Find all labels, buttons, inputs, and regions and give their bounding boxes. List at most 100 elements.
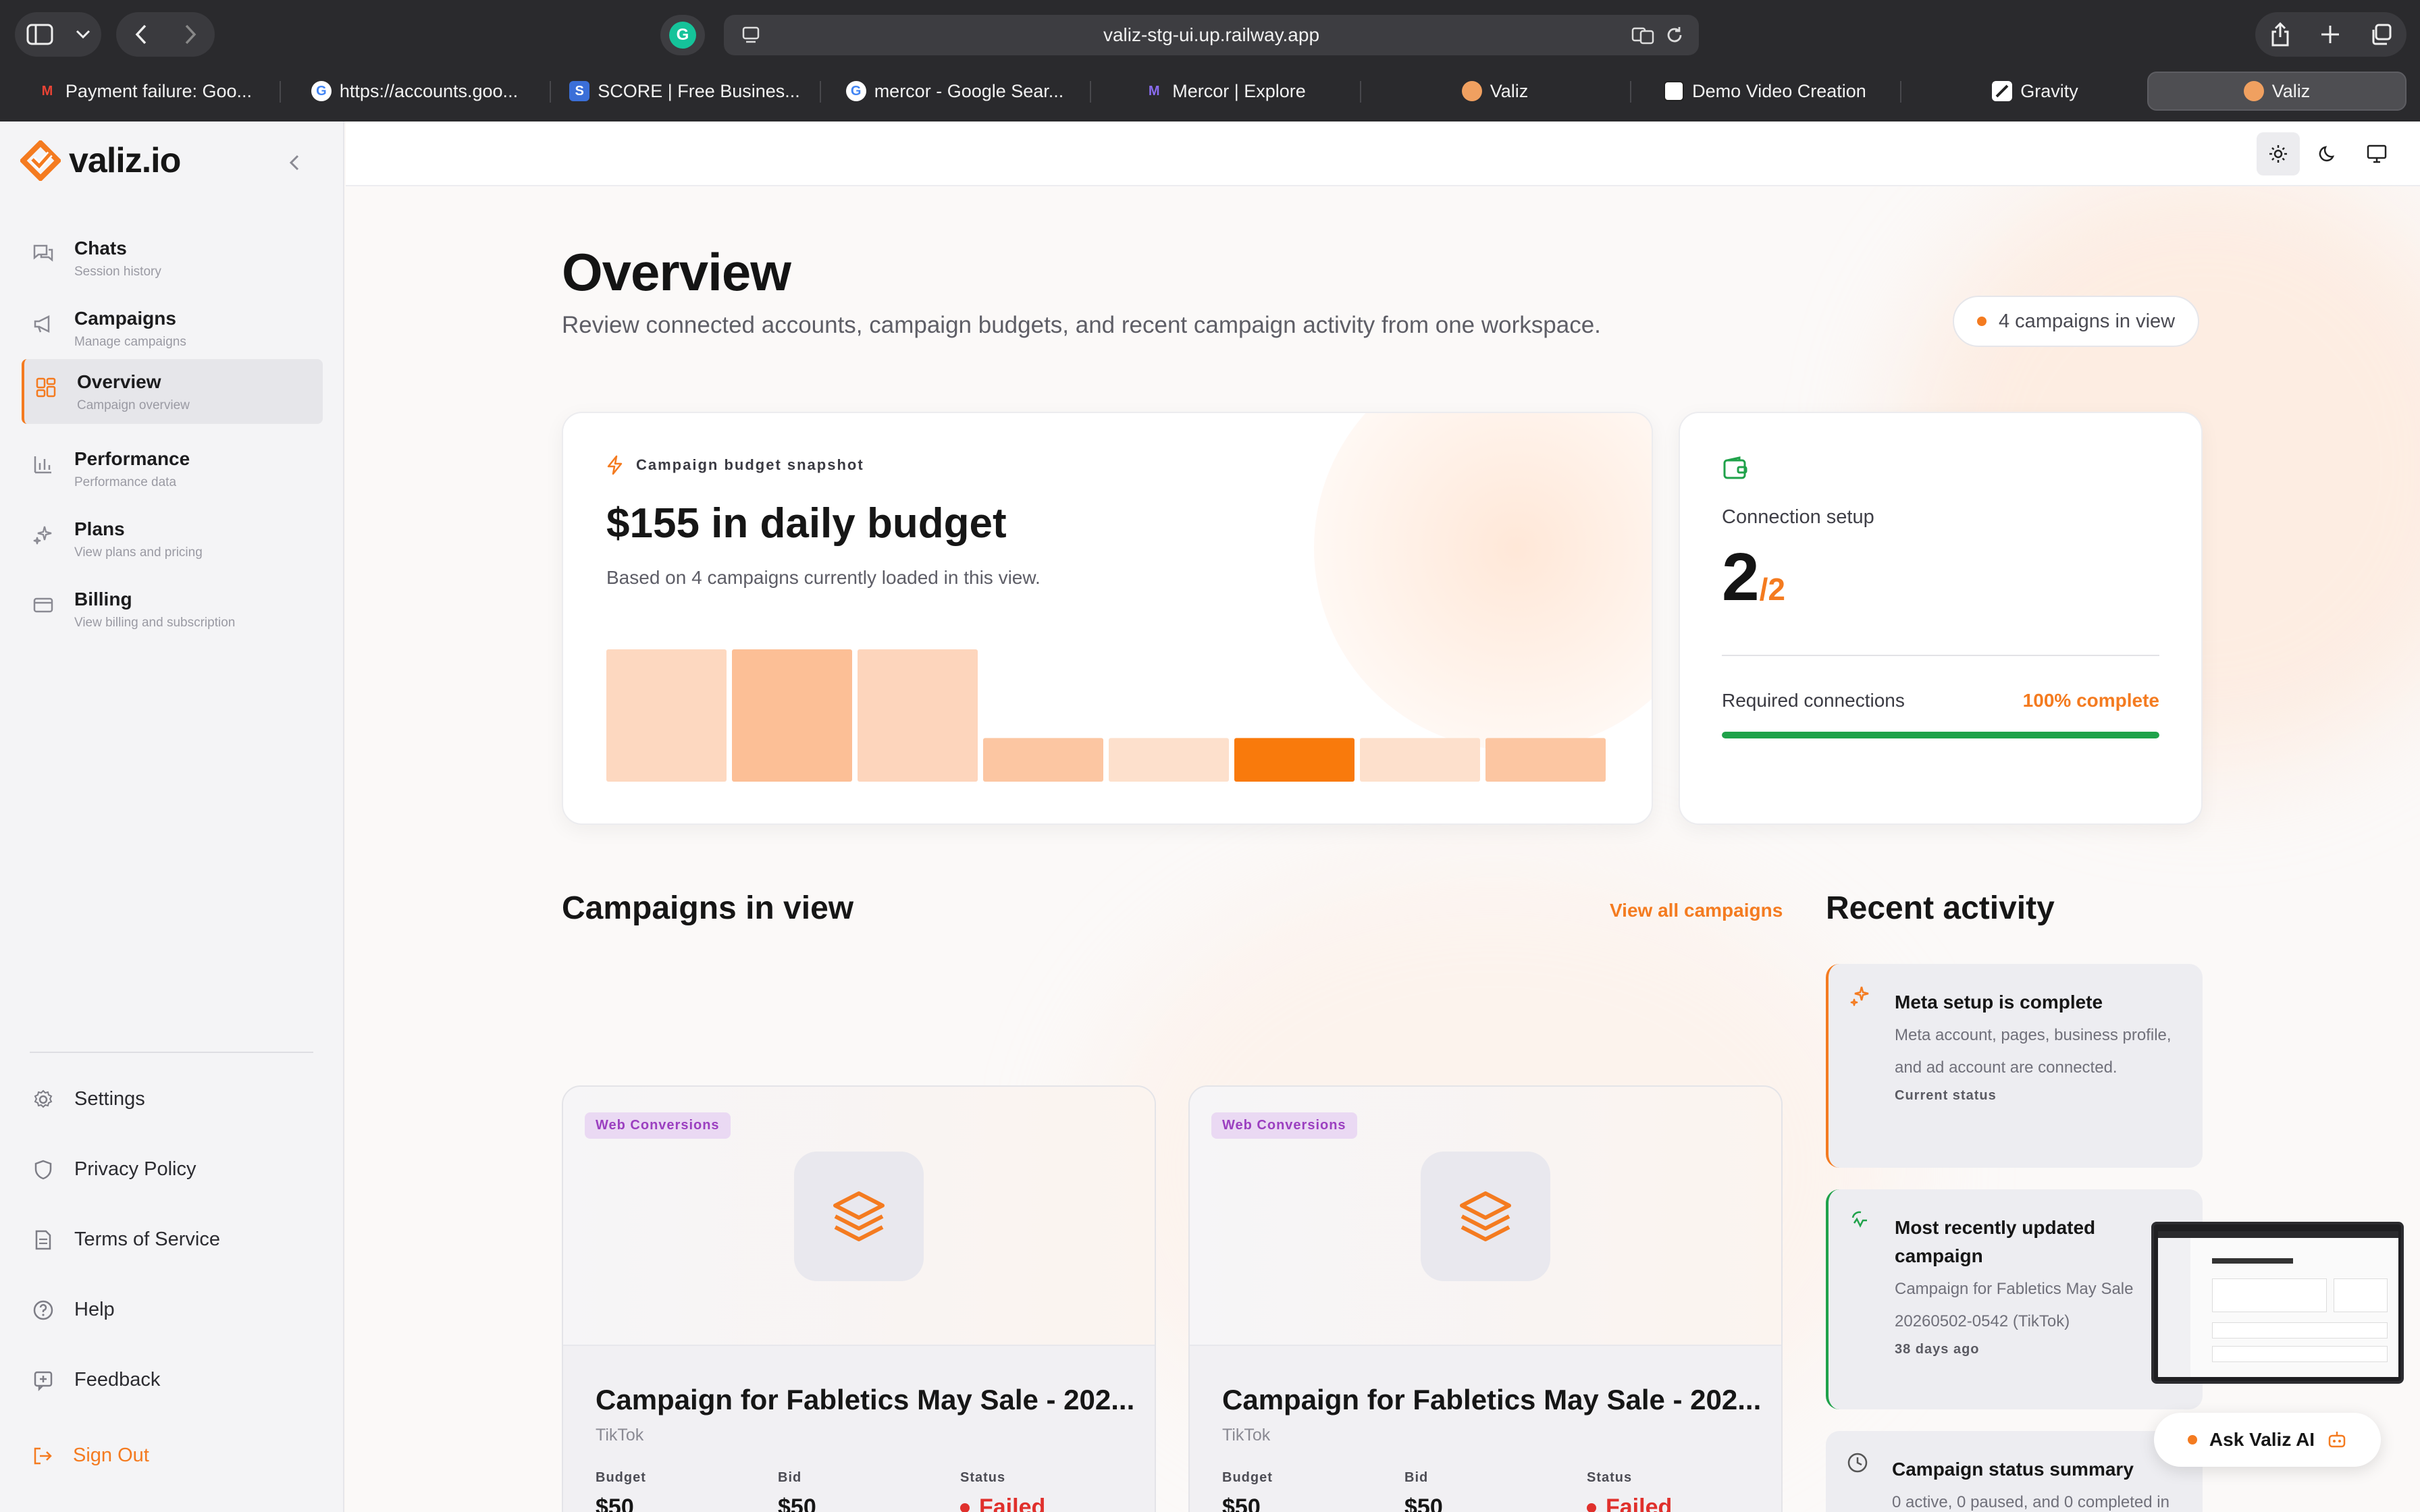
lightning-icon <box>607 455 623 475</box>
grammarly-extension[interactable]: G <box>660 15 705 55</box>
browser-actions <box>2255 12 2406 57</box>
tab-gravity[interactable]: Gravity <box>1904 69 2166 113</box>
daily-budget-headline: $155 in daily budget <box>606 500 1007 547</box>
tab-valiz[interactable]: Valiz <box>1364 69 1626 113</box>
tab-label: Gravity <box>2020 80 2078 101</box>
tab-mercor-search[interactable]: G mercor - Google Sear... <box>824 69 1086 113</box>
status-label: Status <box>1587 1470 1633 1485</box>
tab-label: Payment failure: Goo... <box>65 80 253 101</box>
progress-fill <box>1722 732 2159 738</box>
campaign-type-badge: Web Conversions <box>1211 1112 1357 1139</box>
campaign-platform: TikTok <box>596 1426 644 1444</box>
sidebar-link-feedback[interactable]: Feedback <box>32 1369 160 1391</box>
campaign-card[interactable]: Web Conversions Campaign for Fabletics M… <box>1188 1085 1783 1512</box>
campaign-card[interactable]: Web Conversions Campaign for Fabletics M… <box>562 1085 1156 1512</box>
connection-count: 2/2 <box>1722 539 1785 616</box>
budget-snapshot-card: Campaign budget snapshot $155 in daily b… <box>562 412 1653 825</box>
tab-overview-icon[interactable] <box>2370 24 2392 45</box>
activity-item[interactable]: Meta setup is complete Meta account, pag… <box>1826 964 2203 1168</box>
tab-label: Mercor | Explore <box>1172 80 1306 101</box>
budget-snapshot-label: Campaign budget snapshot <box>606 455 864 475</box>
sidebar-toggle-icon[interactable] <box>26 24 53 45</box>
campaign-type-badge: Web Conversions <box>585 1112 731 1139</box>
sidebar-link-privacy[interactable]: Privacy Policy <box>32 1158 196 1181</box>
activity-body: 0 active, 0 paused, and 0 completed in t… <box>1892 1493 2169 1511</box>
brand-name: valiz.io <box>69 141 181 180</box>
system-theme-button[interactable] <box>2355 132 2398 176</box>
nav-sub: Campaign overview <box>77 398 190 412</box>
nav-sub: Manage campaigns <box>74 335 186 349</box>
share-icon[interactable] <box>2270 22 2290 47</box>
grammarly-icon[interactable]: G <box>669 22 696 49</box>
tab-payment-failure[interactable]: M Payment failure: Goo... <box>14 69 275 113</box>
browser-chrome: G valiz-stg-ui.up.railway.app <box>0 0 2420 122</box>
brand-logo[interactable]: valiz.io <box>20 140 181 181</box>
sidebar-item-chats[interactable]: Chats Session history <box>22 225 323 290</box>
status-label: Status <box>960 1470 1006 1485</box>
recent-activity-heading: Recent activity <box>1826 890 2055 926</box>
campaign-card-header: Web Conversions <box>563 1087 1155 1346</box>
tab-strip: M Payment failure: Goo... G https://acco… <box>0 69 2420 113</box>
sidebar-link-terms[interactable]: Terms of Service <box>32 1228 220 1251</box>
valiz-logo-icon <box>20 140 61 181</box>
page-menu-icon[interactable] <box>741 26 760 45</box>
gmail-icon: M <box>41 83 53 99</box>
url-text[interactable]: valiz-stg-ui.up.railway.app <box>1103 24 1320 45</box>
budget-value: $50 <box>1222 1494 1261 1512</box>
grid-icon <box>35 377 57 398</box>
feedback-icon <box>32 1370 54 1391</box>
sun-icon <box>2269 145 2287 163</box>
history-nav <box>116 12 215 57</box>
address-bar[interactable]: valiz-stg-ui.up.railway.app <box>724 15 1699 55</box>
gravity-icon <box>1992 81 2013 101</box>
activity-item[interactable]: Campaign status summary 0 active, 0 paus… <box>1826 1431 2203 1512</box>
activity-title: Campaign status summary <box>1892 1459 2134 1480</box>
nav-sub: View billing and subscription <box>74 616 236 630</box>
sidebar-item-billing[interactable]: Billing View billing and subscription <box>22 576 323 641</box>
activity-item[interactable]: Most recently updated campaign Campaign … <box>1826 1189 2203 1409</box>
sidebar-item-performance[interactable]: Performance Performance data <box>22 436 323 501</box>
back-icon[interactable] <box>135 24 147 45</box>
chat-icon <box>32 243 54 265</box>
collapse-sidebar-icon[interactable] <box>289 154 300 171</box>
sidebar-item-campaigns[interactable]: Campaigns Manage campaigns <box>22 296 323 360</box>
tab-label: Valiz <box>2271 80 2311 101</box>
sidebar-item-plans[interactable]: Plans View plans and pricing <box>22 506 323 571</box>
light-theme-button[interactable] <box>2257 132 2300 176</box>
tab-mercor-explore[interactable]: M Mercor | Explore <box>1094 69 1356 113</box>
tab-google-accounts[interactable]: G https://accounts.goo... <box>284 69 546 113</box>
new-tab-icon[interactable] <box>2320 24 2340 45</box>
view-all-campaigns-link[interactable]: View all campaigns <box>1610 900 1783 921</box>
chevron-down-icon[interactable] <box>76 30 90 39</box>
google-icon: G <box>311 81 332 101</box>
monitor-icon <box>2367 144 2387 163</box>
sidebar-item-overview[interactable]: Overview Campaign overview <box>22 359 323 424</box>
status-dot <box>2187 1435 2197 1444</box>
layers-icon <box>833 1191 885 1241</box>
sign-out-button[interactable]: Sign Out <box>32 1444 149 1467</box>
main-content: Overview Review connected accounts, camp… <box>346 122 2420 1512</box>
bid-value: $50 <box>778 1494 816 1512</box>
forward-icon[interactable] <box>184 24 196 45</box>
translate-icon[interactable] <box>1631 26 1654 45</box>
help-icon <box>32 1299 54 1321</box>
campaign-title: Campaign for Fabletics May Sale - 202... <box>1222 1384 1762 1415</box>
nav-label: Chats <box>74 238 127 259</box>
sidebar-link-settings[interactable]: Settings <box>32 1088 145 1110</box>
ask-valiz-ai-button[interactable]: Ask Valiz AI <box>2154 1413 2381 1467</box>
bar-chart-icon <box>32 454 54 475</box>
screenshot-thumbnail[interactable] <box>2151 1222 2404 1384</box>
dark-theme-button[interactable] <box>2307 132 2350 176</box>
tab-valiz-active[interactable]: Valiz <box>2147 72 2406 111</box>
reload-icon[interactable] <box>1665 26 1684 45</box>
nav-sub: View plans and pricing <box>74 545 203 560</box>
connection-progress-bar <box>1722 732 2159 738</box>
tab-score[interactable]: S SCORE | Free Busines... <box>554 69 816 113</box>
tab-demo-video[interactable]: Demo Video Creation <box>1634 69 1896 113</box>
tab-label: mercor - Google Sear... <box>874 80 1064 101</box>
status-text: Failed <box>979 1494 1046 1512</box>
activity-body: Meta account, pages, business profile, a… <box>1895 1026 2172 1077</box>
sidebar-link-help[interactable]: Help <box>32 1299 115 1321</box>
page-title: Overview <box>562 242 791 302</box>
sidebar-toggle-group[interactable] <box>15 12 101 57</box>
